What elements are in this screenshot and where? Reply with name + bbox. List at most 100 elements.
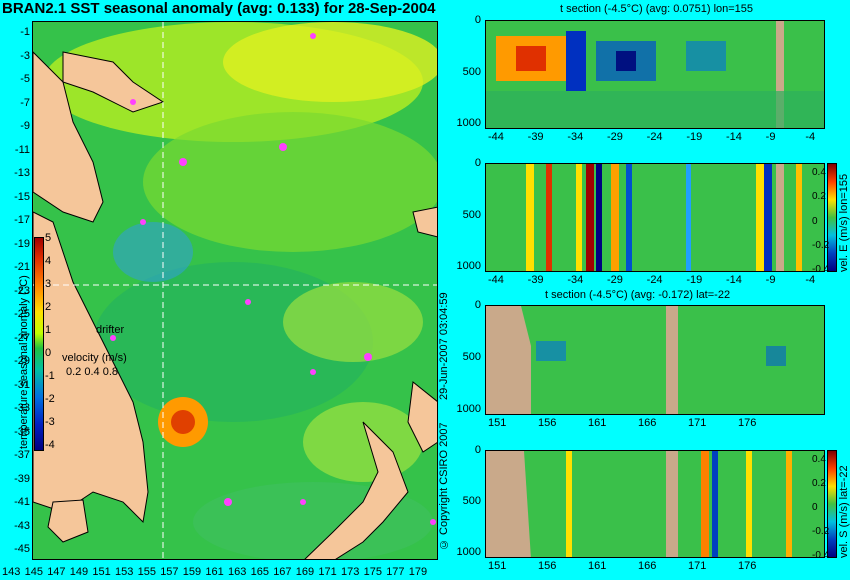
- colorbar-tick-label: 4: [45, 255, 52, 267]
- latitude-tick-label: -35: [14, 425, 30, 438]
- latitude-tick-label: -9: [20, 120, 30, 132]
- map-title: BRAN2.1 SST seasonal anomaly (avg: 0.133…: [2, 0, 436, 17]
- longitude-tick-label: 163: [228, 566, 247, 578]
- colorbar-tick-label: -3: [45, 416, 55, 428]
- latitude-tick-label: -27: [14, 331, 30, 344]
- panel-x-tick-label: -4: [805, 131, 816, 143]
- longitude-tick-label: 155: [137, 566, 156, 578]
- colorbar-tick-label: -2: [45, 393, 55, 405]
- panel-colorbar-tick-label: -0.4: [812, 550, 830, 561]
- panel-x-tick-label: -44: [488, 274, 504, 286]
- panel-x-tick-label: -39: [527, 131, 544, 143]
- longitude-tick-label: 145: [24, 566, 43, 578]
- panel3-section: [485, 305, 825, 415]
- panel-y-tick-label: 0: [474, 444, 481, 456]
- panel-x-tick-label: -9: [765, 274, 776, 286]
- longitude-tick-label: 157: [160, 566, 179, 578]
- panel-x-tick-label: -44: [488, 131, 504, 143]
- panel-x-tick-label: 166: [638, 417, 657, 429]
- sst-map: [32, 21, 438, 560]
- panel1-title: t section (-4.5°C) (avg: 0.0751) lon=155: [560, 3, 754, 15]
- panel-x-tick-label: -29: [607, 131, 623, 143]
- latitude-tick-label: -7: [20, 96, 30, 109]
- panel-colorbar-tick-label: 0.4: [812, 167, 826, 178]
- panel-x-tick-label: -19: [686, 274, 703, 286]
- panel-colorbar-tick-label: 0: [812, 215, 818, 227]
- panel-y-tick-label: 500: [462, 208, 481, 221]
- panel-y-tick-label: 500: [462, 495, 481, 507]
- latitude-tick-label: -19: [14, 237, 30, 250]
- latitude-tick-label: -17: [14, 214, 30, 226]
- panel-y-tick-label: 0: [474, 157, 481, 169]
- latitude-tick-label: -41: [14, 496, 30, 508]
- panel-x-tick-label: 171: [688, 560, 707, 572]
- panel2-section: [485, 163, 825, 272]
- panel-y-tick-label: 1000: [456, 117, 481, 129]
- sst-map-graphic: [33, 22, 437, 559]
- colorbar-tick-label: 5: [45, 232, 52, 244]
- panel-y-tick-label: 1000: [456, 403, 481, 415]
- colorbar-label: temperature seasonal anomaly (°C): [18, 275, 30, 449]
- colorbar-tick-label: 1: [45, 324, 52, 336]
- longitude-tick-label: 153: [115, 566, 134, 578]
- panel-x-tick-label: -24: [646, 274, 663, 286]
- panel4-section: [485, 450, 825, 558]
- panel2-side-label: vel. E (m/s) lon=155: [838, 173, 850, 272]
- panel4-colorbar: [827, 450, 837, 558]
- longitude-tick-label: 165: [250, 566, 269, 578]
- panel2-colorbar: [827, 163, 837, 272]
- latitude-tick-label: -45: [14, 543, 30, 555]
- longitude-tick-label: 175: [363, 566, 382, 578]
- copyright-notice: © Copyright CSIRO 2007: [438, 422, 450, 550]
- panel3-graphic: [486, 306, 824, 414]
- colorbar-tick-label: 3: [45, 278, 52, 290]
- panel-x-tick-label: 166: [638, 560, 657, 572]
- panel1-graphic: [486, 21, 824, 128]
- latitude-tick-label: -25: [14, 308, 30, 320]
- panel4-side-label: vel. S (m/s) lat=-22: [838, 465, 850, 558]
- longitude-tick-label: 159: [182, 566, 202, 578]
- longitude-tick-label: 177: [386, 566, 405, 578]
- panel-x-tick-label: 151: [488, 560, 507, 572]
- panel-x-tick-label: 161: [588, 560, 607, 572]
- panel-x-tick-label: -14: [726, 274, 742, 286]
- panel-colorbar-tick-label: -0.4: [812, 264, 830, 275]
- colorbar-tick-label: -1: [45, 370, 55, 382]
- panel-x-tick-label: -9: [765, 131, 776, 143]
- longitude-tick-label: 173: [341, 566, 360, 578]
- panel-y-tick-label: 1000: [456, 260, 481, 272]
- panel-x-tick-label: 161: [588, 417, 607, 429]
- panel3-title: t section (-4.5°C) (avg: -0.172) lat=-22: [545, 289, 731, 301]
- longitude-tick-label: 171: [318, 566, 337, 578]
- panel-x-tick-label: 171: [688, 417, 707, 429]
- longitude-tick-label: 143: [2, 566, 21, 578]
- panel-y-tick-label: 500: [462, 351, 481, 363]
- longitude-tick-label: 149: [69, 566, 89, 578]
- date-stamp: 29-Jun-2007 03:04:59: [438, 292, 450, 400]
- panel-x-tick-label: -24: [646, 131, 663, 143]
- longitude-tick-label: 169: [295, 566, 315, 578]
- panel-x-tick-label: -29: [607, 274, 623, 286]
- panel-y-tick-label: 0: [474, 14, 481, 26]
- panel-y-tick-label: 500: [462, 65, 481, 78]
- latitude-tick-label: -1: [20, 26, 30, 38]
- panel-x-tick-label: -14: [726, 131, 742, 143]
- longitude-tick-label: 151: [92, 566, 111, 578]
- latitude-tick-label: -33: [14, 402, 30, 414]
- longitude-tick-label: 167: [273, 566, 292, 578]
- latitude-tick-label: -29: [14, 355, 30, 367]
- panel-colorbar-tick-label: -0.2: [812, 239, 830, 251]
- latitude-tick-label: -5: [20, 73, 30, 85]
- longitude-tick-label: 161: [205, 566, 224, 578]
- panel-x-tick-label: -39: [527, 274, 544, 286]
- latitude-tick-label: -31: [14, 378, 30, 391]
- latitude-tick-label: -11: [14, 143, 30, 156]
- panel-y-tick-label: 0: [474, 299, 481, 311]
- panel-colorbar-tick-label: 0: [812, 502, 818, 513]
- panel-colorbar-tick-label: 0.2: [812, 191, 826, 203]
- velocity-label: velocity (m/s): [62, 352, 127, 364]
- latitude-tick-label: -15: [14, 190, 30, 203]
- latitude-tick-label: -39: [14, 472, 30, 485]
- velocity-scale: 0.2 0.4 0.8: [66, 366, 118, 378]
- panel-x-tick-label: 151: [488, 417, 507, 429]
